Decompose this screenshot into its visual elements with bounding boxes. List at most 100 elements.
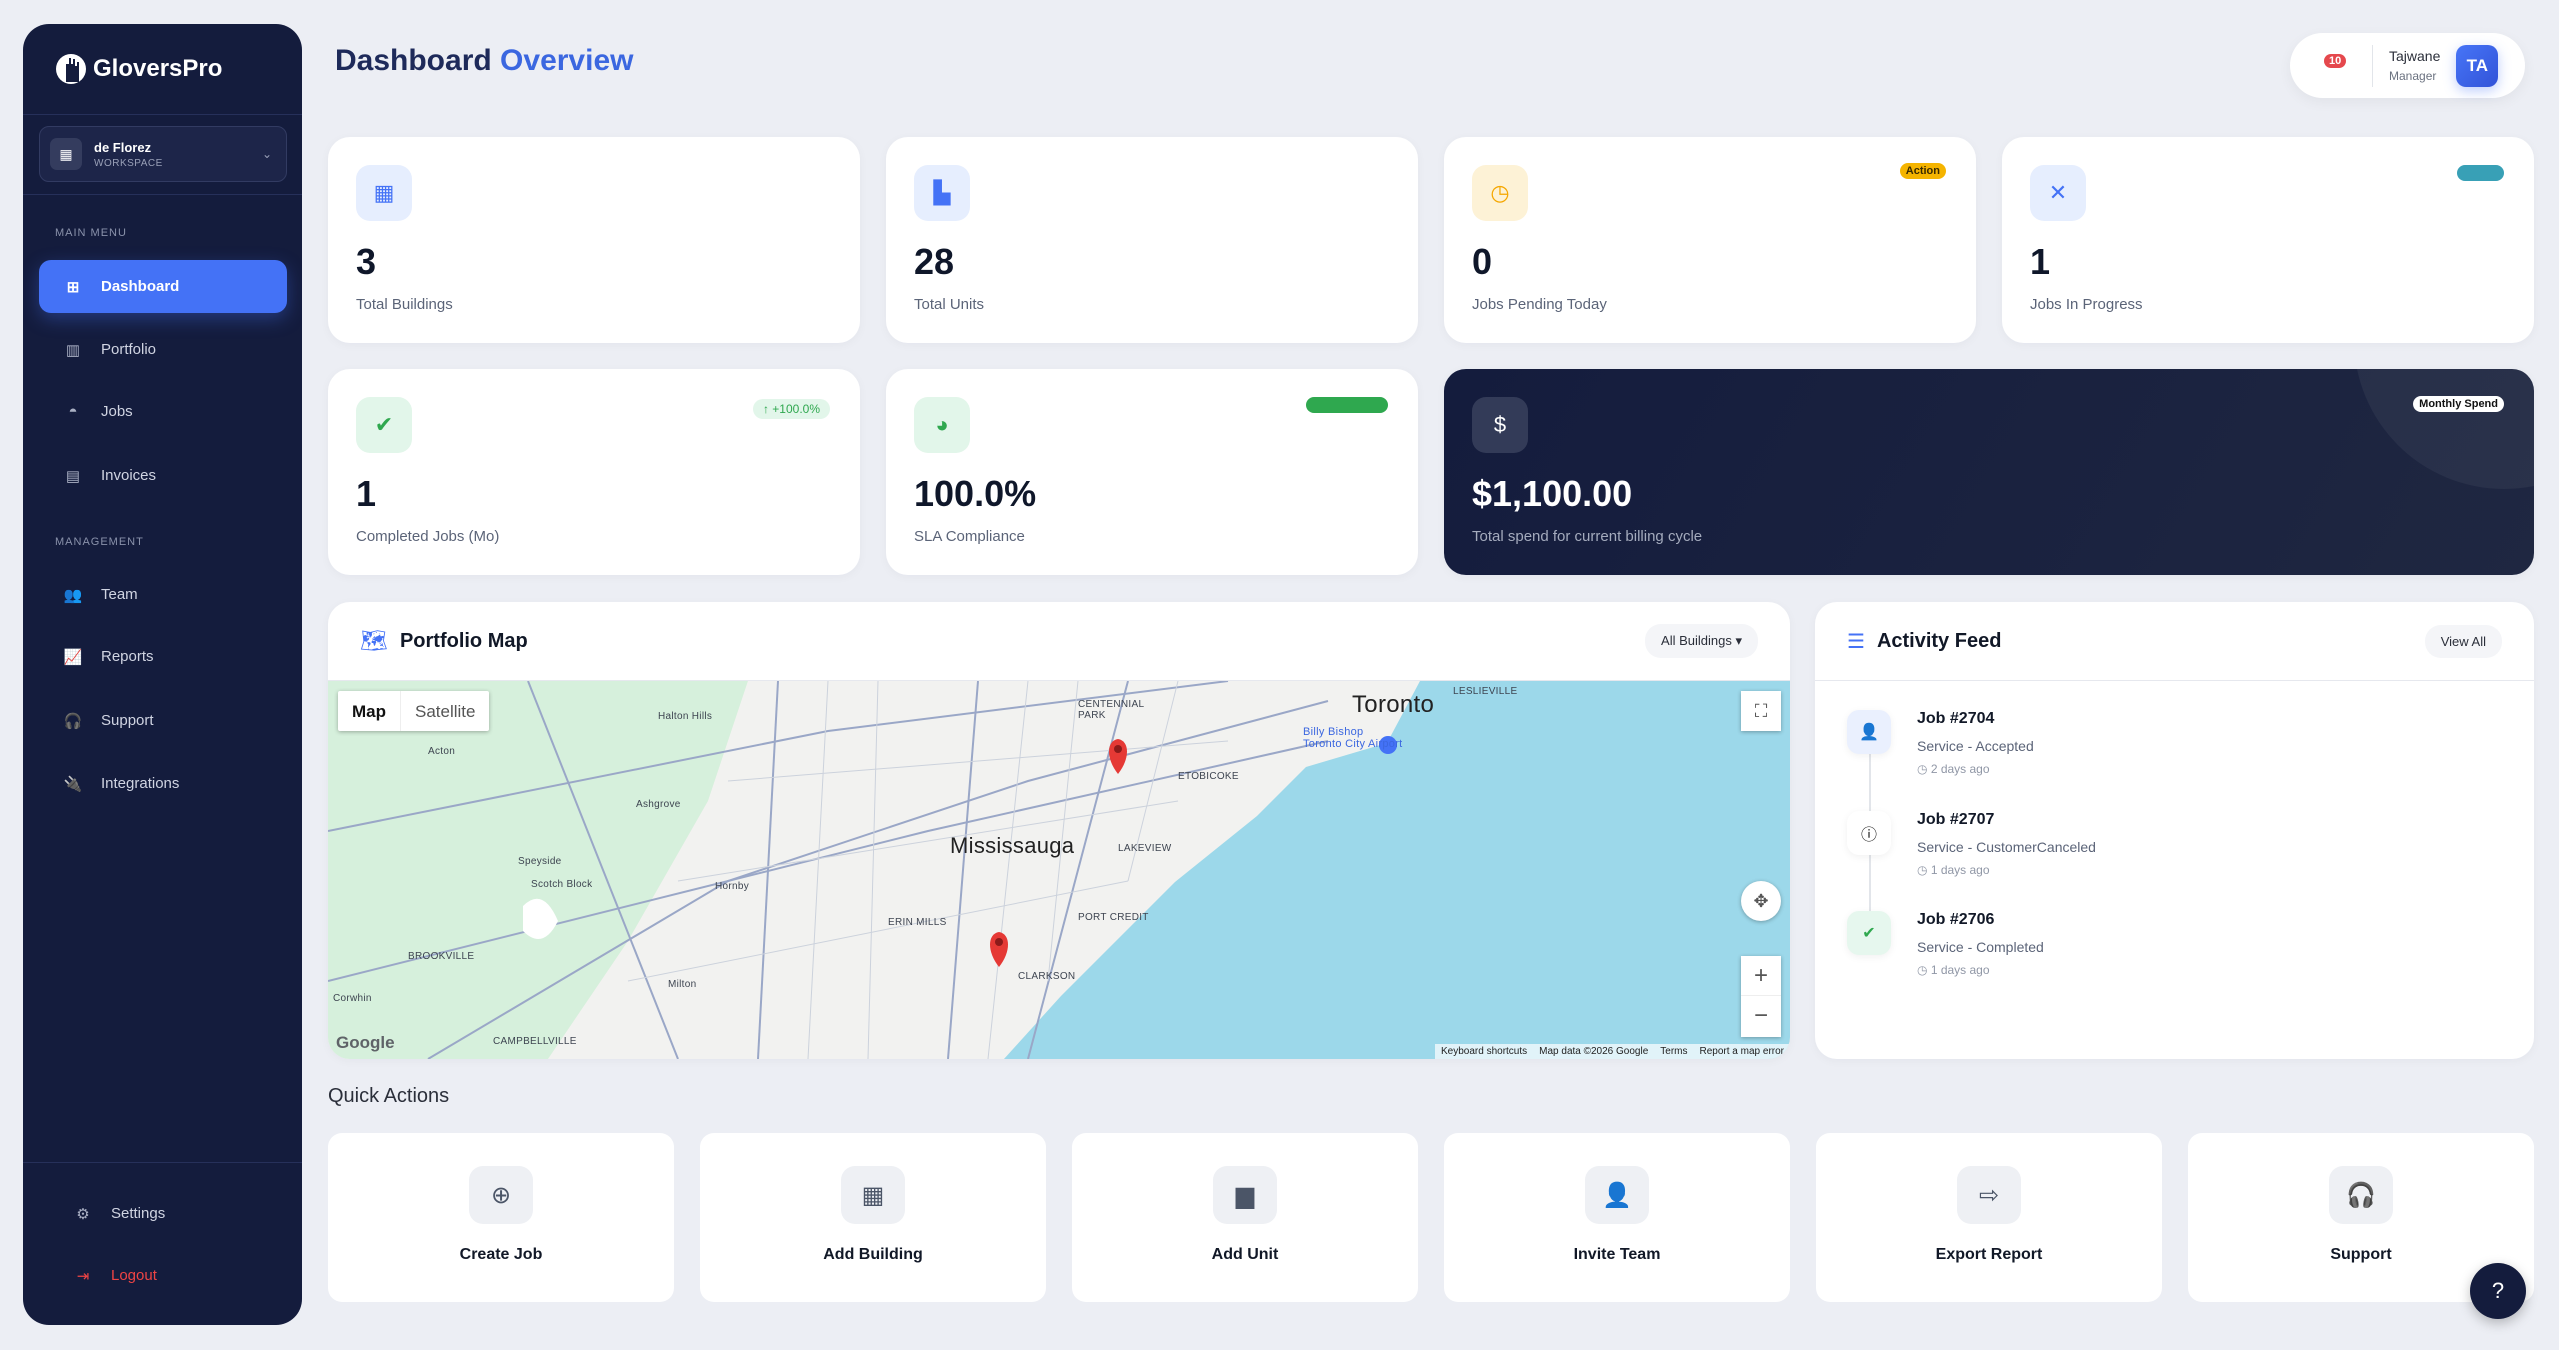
stat-value: 28 <box>914 241 955 282</box>
sidebar-item-team[interactable]: 👥 Team <box>39 568 287 621</box>
stat-value: 0 <box>1472 241 1493 282</box>
map-type-map-button[interactable]: Map <box>352 702 386 721</box>
view-all-button[interactable]: View All <box>2424 624 2502 658</box>
keyboard-shortcuts-link[interactable]: Keyboard shortcuts <box>1440 1046 1528 1057</box>
headset-icon: 🎧 <box>63 712 83 730</box>
map-label: BROOKVILLE <box>408 951 475 962</box>
chevron-down-icon: ⌄ <box>261 147 272 161</box>
map-label: CAMPBELLVILLE <box>493 1036 577 1047</box>
page-title: Dashboard Overview <box>335 44 633 78</box>
plus-circle-icon: ⊕ <box>469 1166 533 1224</box>
map-canvas[interactable]: Toronto Mississauga ETOBICOKE Milton Act… <box>328 681 1790 1059</box>
logout-button[interactable]: ⇥ Logout <box>39 1249 287 1302</box>
settings-label: Settings <box>111 1205 166 1222</box>
airport-icon <box>1379 736 1397 754</box>
sidebar-item-label: Invoices <box>101 467 157 484</box>
user-menu[interactable]: 10 Tajwane Manager TA <box>2290 33 2525 98</box>
workspace-selector[interactable]: ▦ de Florez WORKSPACE ⌄ <box>39 126 287 182</box>
dollar-icon: $ <box>1472 397 1528 453</box>
add-building-button[interactable]: ▦ Add Building <box>700 1133 1046 1302</box>
create-job-button[interactable]: ⊕ Create Job <box>328 1133 674 1302</box>
activity-feed-panel: ☰ Activity Feed View All 👤 Job #2704 Serv… <box>1815 602 2534 1059</box>
stat-value: 3 <box>356 241 377 282</box>
door-icon: ▆ <box>1213 1166 1277 1224</box>
divider <box>2372 44 2373 87</box>
title-part-2: Overview <box>500 44 634 77</box>
panel-title: Activity Feed <box>1876 629 2002 652</box>
stat-card-total-buildings[interactable]: ▦ 3 Total Buildings <box>328 137 860 343</box>
zoom-in-button[interactable]: + <box>1741 956 1781 996</box>
settings-button[interactable]: ⚙ Settings <box>39 1187 287 1240</box>
stat-label: Total spend for current billing cycle <box>1472 528 1703 545</box>
stat-label: Jobs Pending Today <box>1472 296 1607 313</box>
brand-logo[interactable]: GloversPro <box>55 52 222 86</box>
map-label: LAKEVIEW <box>1118 843 1172 854</box>
location-marker[interactable] <box>1109 739 1127 774</box>
camera-control-button[interactable]: ✥ <box>1741 881 1781 921</box>
sidebar-item-invoices[interactable]: ▤ Invoices <box>39 449 287 502</box>
stat-card-sla-compliance[interactable]: ◕ 100.0% SLA Compliance <box>886 369 1418 575</box>
user-check-icon: 👤 <box>1847 710 1891 754</box>
export-report-button[interactable]: ⇨ Export Report <box>1816 1133 2162 1302</box>
activity-item[interactable]: ⓘ Job #2707 Service - CustomerCanceled ◷ 1… <box>1847 811 2096 877</box>
sidebar-item-reports[interactable]: 📈 Reports <box>39 630 287 683</box>
divider <box>23 114 302 115</box>
invite-team-button[interactable]: 👤 Invite Team <box>1444 1133 1790 1302</box>
help-button[interactable]: ? <box>2470 1263 2526 1319</box>
sidebar-item-integrations[interactable]: 🔌 Integrations <box>39 757 287 810</box>
activity-item[interactable]: ✔ Job #2706 Service - Completed ◷ 1 days a… <box>1847 911 2044 977</box>
quick-action-label: Create Job <box>459 1246 543 1263</box>
stat-value: 100.0% <box>914 473 1037 514</box>
location-marker[interactable] <box>990 932 1008 967</box>
user-name: Tajwane <box>2389 48 2441 64</box>
map-type-toggle: Map Satellite <box>338 691 490 731</box>
sidebar-item-dashboard[interactable]: ⊞ Dashboard <box>39 260 287 313</box>
stat-card-monthly-spend[interactable]: $ Monthly Spend $1,100.00 Total spend fo… <box>1444 369 2534 575</box>
activity-job: Job #2706 <box>1917 911 1995 928</box>
zoom-out-button[interactable]: − <box>1753 1002 1768 1029</box>
sidebar-item-support[interactable]: 🎧 Support <box>39 694 287 747</box>
headset-icon: 🎧 <box>2329 1166 2393 1224</box>
map-type-satellite-button[interactable]: Satellite <box>400 691 489 731</box>
building-icon: ▦ <box>841 1166 905 1224</box>
chart-line-icon: 📈 <box>63 648 83 666</box>
building-filter-dropdown[interactable]: All Buildings ▾ <box>1645 624 1758 658</box>
clock-icon: ◷ <box>1472 165 1528 221</box>
map-label: Acton <box>428 746 456 757</box>
stat-card-jobs-pending[interactable]: ◷ Action 0 Jobs Pending Today <box>1444 137 1976 343</box>
activity-job: Job #2707 <box>1917 811 1995 828</box>
terms-link[interactable]: Terms <box>1660 1046 1688 1057</box>
portfolio-map-panel: 🗺 Portfolio Map All Buildings ▾ Toronto … <box>328 602 1790 1059</box>
stat-card-completed-jobs[interactable]: ✔ ↑ +100.0% 1 Completed Jobs (Mo) <box>328 369 860 575</box>
stat-card-jobs-in-progress[interactable]: ✕ 1 Jobs In Progress <box>2002 137 2534 343</box>
section-label-management: MANAGEMENT <box>55 536 144 548</box>
title-part-1: Dashboard <box>335 44 492 77</box>
activity-item[interactable]: 👤 Job #2704 Service - Accepted ◷ 2 days ag… <box>1847 710 2034 776</box>
map-label: ETOBICOKE <box>1178 771 1239 782</box>
stat-card-total-units[interactable]: ▙ 28 Total Units <box>886 137 1418 343</box>
stat-label: Total Units <box>914 296 985 313</box>
stat-label: Completed Jobs (Mo) <box>356 528 500 545</box>
fullscreen-button[interactable]: ⛶ <box>1741 691 1781 731</box>
stat-value: $1,100.00 <box>1472 473 1633 514</box>
sidebar-item-label: Support <box>101 712 154 729</box>
report-map-error-link[interactable]: Report a map error <box>1699 1046 1784 1057</box>
user-plus-icon: 👤 <box>1585 1166 1649 1224</box>
map-label: Corwhin <box>333 993 372 1004</box>
sidebar-item-jobs[interactable]: ◓ Jobs <box>39 385 287 438</box>
users-icon: 👥 <box>63 586 83 604</box>
check-circle-icon: ✔ <box>356 397 412 453</box>
sidebar-item-portfolio[interactable]: ▥ Portfolio <box>39 323 287 376</box>
trend-badge: ↑ +100.0% <box>752 399 830 419</box>
notification-bell-icon[interactable]: 10 <box>2322 53 2350 78</box>
stat-value: 1 <box>2030 241 2051 282</box>
building-icon: ▥ <box>65 341 81 359</box>
avatar[interactable]: TA <box>2456 44 2499 87</box>
logout-icon: ⇥ <box>76 1267 90 1285</box>
map-label: CENTENNIAL PARK <box>1078 699 1144 721</box>
map-label: PORT CREDIT <box>1078 912 1149 923</box>
sidebar-item-label: Integrations <box>101 775 180 792</box>
add-unit-button[interactable]: ▆ Add Unit <box>1072 1133 1418 1302</box>
gear-icon: ⚙ <box>76 1205 90 1223</box>
activity-time: 1 days ago <box>1930 863 1990 877</box>
